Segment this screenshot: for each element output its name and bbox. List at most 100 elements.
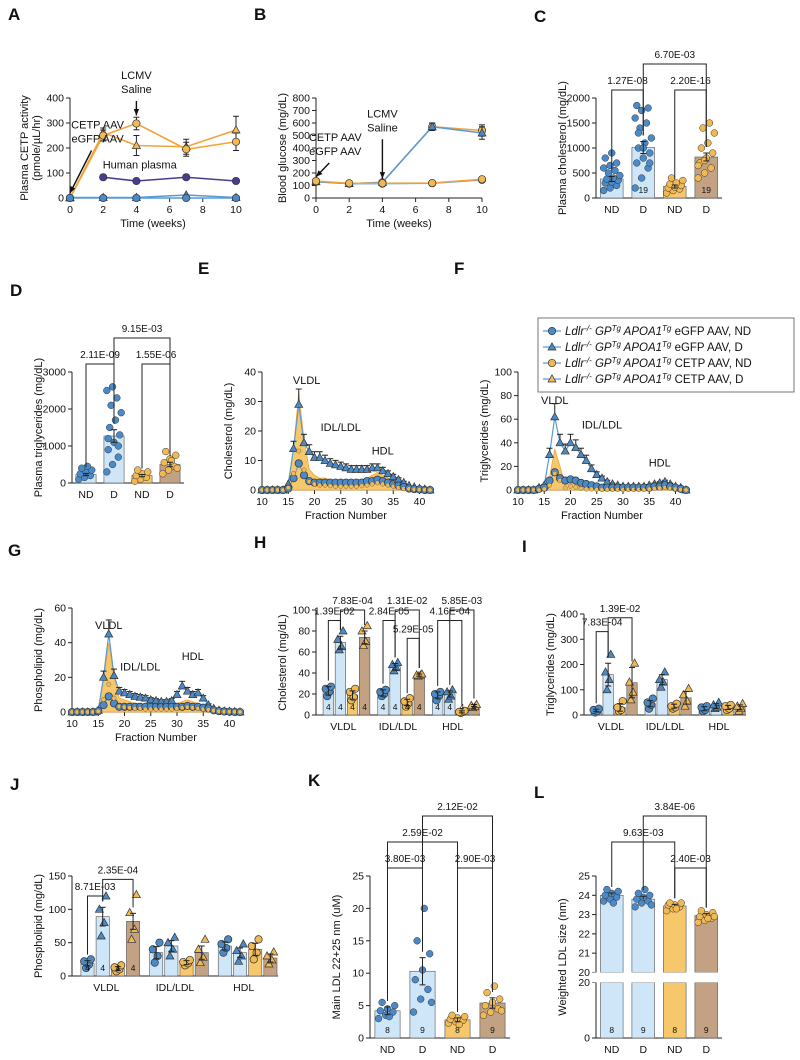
data-point — [135, 692, 145, 701]
data-point — [600, 667, 611, 676]
y-tick-label: 100 — [292, 605, 310, 617]
data-point — [182, 686, 193, 695]
y-tick-label: 80 — [500, 390, 512, 402]
data-point — [583, 486, 589, 492]
category-label: D — [639, 204, 647, 216]
data-point — [361, 636, 371, 645]
region-label: VLDL — [95, 620, 123, 632]
category-label: ND — [604, 204, 620, 216]
y-tick-label: 1000 — [43, 441, 67, 453]
region-label: VLDL — [293, 375, 321, 387]
data-point — [217, 939, 226, 949]
y-tick-label: 200 — [560, 659, 578, 671]
x-tick-label: 20 — [565, 496, 577, 508]
panel-L: L 20 21 22 23 24 25 0 20 Weighted LDL size (nm) ND… — [534, 783, 726, 1056]
data-point — [455, 1020, 463, 1029]
p-value: 1.39E-02 — [314, 607, 355, 618]
annotation-text: Human plasma — [103, 160, 178, 172]
y-tick-label: 10 — [352, 968, 364, 980]
region-label: IDL/LDL — [321, 422, 361, 434]
data-point — [320, 455, 330, 464]
y-tick-label: 80 — [298, 626, 310, 638]
group-label: VLDL — [598, 721, 624, 733]
x-tick-label: 10 — [512, 496, 524, 508]
data-point — [98, 672, 109, 681]
data-point — [646, 149, 654, 157]
n-label: 4 — [85, 963, 90, 973]
panel-letter: I — [522, 537, 527, 556]
data-point — [376, 1007, 384, 1015]
x-tick-label: 30 — [617, 496, 629, 508]
data-point — [338, 626, 348, 635]
data-point — [565, 437, 576, 447]
data-point — [628, 687, 638, 696]
legend-entry-part: Tg — [662, 356, 672, 365]
y-tick-label: 5 — [358, 1000, 364, 1012]
significance-bracket — [102, 878, 134, 908]
data-point — [704, 139, 712, 147]
y-tick-label: 0 — [584, 193, 590, 205]
n-label: 19 — [639, 185, 649, 195]
x-tick-label: 40 — [224, 718, 236, 730]
data-point — [547, 482, 552, 488]
x-tick-label: 20 — [119, 718, 131, 730]
data-point — [600, 186, 608, 195]
p-value: 9.15E-03 — [122, 324, 163, 335]
data-point — [296, 448, 302, 454]
significance-bracket — [642, 815, 707, 908]
data-point — [654, 674, 665, 684]
p-value: 7.83E-04 — [582, 618, 623, 629]
y-tick-label: 200 — [292, 168, 310, 180]
p-value: 2.90E-03 — [455, 854, 496, 865]
n-label: 19 — [702, 185, 712, 195]
data-point — [411, 976, 419, 984]
data-point — [131, 889, 141, 899]
data-point — [479, 1011, 488, 1019]
y-tick-label: 20 — [578, 977, 590, 989]
data-point — [594, 704, 603, 713]
y-tick-label: 400 — [560, 609, 578, 621]
data-point — [132, 176, 141, 186]
data-point — [428, 178, 437, 188]
p-value: 7.83E-04 — [332, 596, 373, 607]
y-tick-label: 25 — [578, 871, 590, 883]
data-point — [94, 904, 104, 913]
y-tick-label: 0 — [304, 710, 310, 722]
data-point — [573, 484, 579, 490]
data-point — [633, 159, 641, 167]
y-tick-label: 0 — [506, 485, 512, 497]
legend-entry: Ldlr-/- GPTg APOA1Tg CETP AAV, ND — [565, 356, 752, 371]
category-label: D — [639, 1044, 647, 1056]
y-tick-label: 60 — [54, 603, 66, 615]
data-point — [198, 693, 208, 702]
data-point — [417, 995, 425, 1003]
data-point — [359, 483, 365, 489]
data-point — [231, 176, 241, 186]
legend-entry-part: -/- — [584, 324, 592, 333]
data-point — [603, 885, 611, 894]
y-tick-label: 0 — [358, 1033, 364, 1045]
legend-entry-part: APOA1 — [621, 326, 662, 338]
y-tick-label: 23 — [578, 909, 590, 921]
y-tick-label: 1000 — [567, 143, 591, 155]
data-point — [616, 171, 624, 180]
data-point — [602, 684, 612, 694]
data-point — [679, 176, 687, 185]
data-point — [362, 620, 372, 630]
data-point — [288, 443, 299, 453]
data-point — [177, 681, 187, 690]
data-point — [626, 694, 636, 704]
x-tick-label: 25 — [335, 496, 347, 508]
y-axis-label: Blood glucose (mg/dL) — [277, 93, 289, 203]
y-tick-label: 100 — [560, 684, 578, 696]
data-point — [195, 957, 205, 967]
data-point — [113, 394, 121, 402]
y-axis-label: Cholesterol (mg/dL) — [277, 614, 289, 711]
panel-letter: C — [534, 7, 546, 26]
data-point — [294, 459, 303, 468]
x-tick-label: 15 — [282, 496, 294, 508]
data-point — [683, 487, 689, 493]
group-label: IDL/LDL — [379, 721, 418, 733]
x-tick-label: 20 — [309, 496, 321, 508]
